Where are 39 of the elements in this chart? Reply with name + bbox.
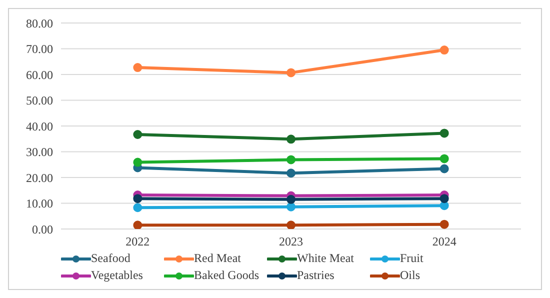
point bbox=[286, 68, 296, 78]
y-tick-label: 30.00 bbox=[26, 145, 53, 160]
point bbox=[133, 63, 142, 72]
legend-label: Seafood bbox=[91, 251, 130, 266]
point bbox=[286, 168, 296, 178]
y-tick-label: 0.00 bbox=[32, 222, 53, 236]
x-tick-label: 2024 bbox=[432, 234, 456, 249]
legend-label: Red Meat bbox=[194, 251, 241, 266]
point bbox=[440, 46, 449, 55]
point bbox=[286, 202, 296, 212]
point bbox=[286, 220, 296, 229]
y-tick-label: 40.00 bbox=[26, 119, 53, 134]
legend-label: White Meat bbox=[297, 251, 354, 266]
x-tick-label: 2023 bbox=[279, 234, 303, 249]
point bbox=[133, 130, 142, 139]
point bbox=[133, 203, 142, 212]
point bbox=[440, 194, 449, 204]
y-tick-label: 20.00 bbox=[26, 170, 53, 185]
y-tick-label: 70.00 bbox=[26, 42, 53, 56]
point bbox=[440, 128, 449, 138]
point bbox=[133, 194, 142, 204]
y-tick-label: 60.00 bbox=[26, 68, 53, 82]
y-tick-label: 80.00 bbox=[26, 16, 53, 30]
point bbox=[286, 194, 296, 204]
point bbox=[286, 155, 296, 164]
point bbox=[286, 134, 296, 144]
point bbox=[440, 164, 449, 174]
legend-label: Oils bbox=[400, 268, 420, 283]
legend-label: Pastries bbox=[297, 268, 334, 283]
point bbox=[440, 154, 449, 164]
legend-label: Vegetables bbox=[91, 268, 143, 283]
legend-label: Baked Goods bbox=[194, 268, 259, 283]
y-tick-label: 10.00 bbox=[26, 196, 53, 211]
y-tick-label: 50.00 bbox=[26, 94, 53, 108]
point bbox=[133, 158, 142, 167]
point bbox=[133, 220, 142, 229]
x-tick-label: 2022 bbox=[126, 234, 150, 249]
point bbox=[440, 220, 449, 229]
legend-label: Fruit bbox=[400, 251, 424, 266]
